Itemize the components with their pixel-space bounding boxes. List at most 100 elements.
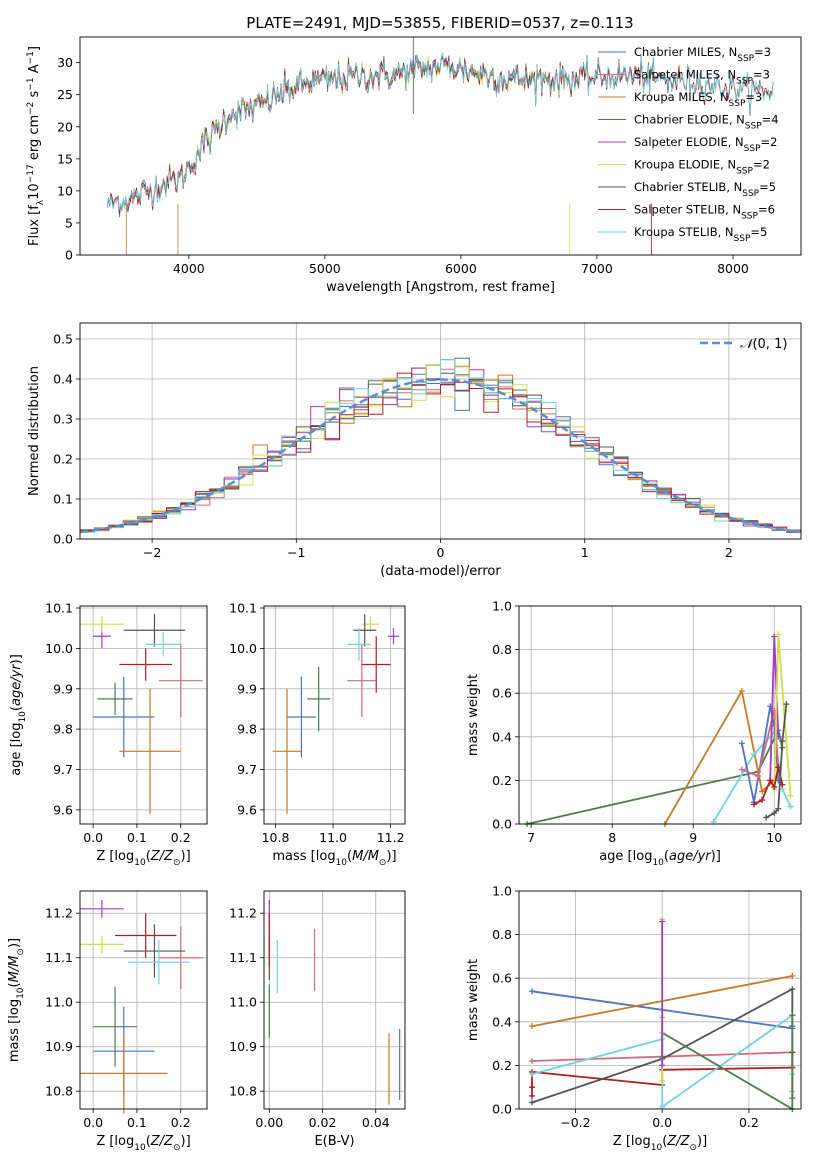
weight-point-marker (779, 738, 786, 745)
y-tick-label: 0.5 (53, 332, 73, 347)
y-tick-label: 9.7 (53, 762, 73, 777)
y-axis-label: mass [log10(M/M⊙)] (7, 938, 26, 1062)
weight-point-marker (789, 973, 796, 980)
weight-point-marker (775, 805, 782, 812)
x-tick-label: 10 (766, 830, 782, 845)
weight-point-marker (789, 986, 796, 993)
legend-entry: Salpeter ELODIE, NSSP=2 (634, 135, 777, 154)
x-tick-label: 0.00 (255, 1115, 283, 1130)
y-tick-label: 9.6 (237, 802, 257, 817)
weight-point-marker (529, 1058, 536, 1065)
weight-point-marker (771, 810, 778, 817)
x-tick-label: 6000 (445, 261, 477, 276)
x-tick-label: 9 (689, 830, 697, 845)
y-tick-label: 11.2 (229, 906, 257, 921)
y-tick-label: 9.7 (237, 762, 257, 777)
y-tick-label: 0.2 (492, 1058, 512, 1073)
y-tick-label: 0.6 (492, 686, 512, 701)
y-tick-label: 0.0 (492, 1102, 512, 1117)
x-tick-label: 0.2 (739, 1115, 759, 1130)
weight-point-marker (755, 773, 762, 780)
y-tick-label: 11.1 (229, 950, 257, 965)
y-tick-label: 0.3 (53, 412, 73, 427)
x-axis-label: wavelength [Angstrom, rest frame] (326, 280, 555, 295)
x-tick-label: 8 (608, 830, 616, 845)
y-tick-label: 0.6 (492, 971, 512, 986)
x-tick-label: 0.0 (83, 1115, 103, 1130)
x-axis-label: (data-model)/error (380, 564, 501, 579)
weight-point-marker (659, 1077, 666, 1084)
y-tick-label: 10 (57, 183, 73, 198)
plot-frame (518, 890, 802, 1110)
legend-entry: Salpeter STELIB, NSSP=6 (634, 203, 775, 222)
weight-point-marker (759, 797, 766, 804)
x-tick-label: −0.2 (560, 1115, 590, 1130)
mass-vs-extinction-panel: 0.00 0.02 0.04 10.8 10.9 11.0 11.1 11.2 E(B-V) (229, 890, 406, 1149)
weight-point-marker (759, 788, 766, 795)
age-vs-mass-panel: 10.8 11.0 11.2 9.6 9.7 9.8 9.9 10.0 10.1 mass [lo… (229, 601, 406, 868)
x-tick-label: 0.0 (652, 1115, 672, 1130)
x-tick-label: 0.1 (127, 1115, 147, 1130)
y-tick-label: 0.8 (492, 927, 512, 942)
y-axis-label: mass weight (466, 674, 481, 756)
weight-point-marker (529, 1099, 536, 1106)
legend-entry: Kroupa ELODIE, NSSP=2 (634, 158, 770, 177)
legend-entry: Chabrier ELODIE, NSSP=4 (634, 113, 779, 132)
weight-point-marker (771, 633, 778, 640)
weight-point-marker (751, 751, 757, 758)
weight-vs-age-panel: 7 8 9 10 0.0 0.2 0.4 0.6 0.8 1.0 age [log10(age/yr… (466, 599, 802, 868)
legend-entry: Salpeter MILES, NSSP=3 (634, 68, 770, 87)
histogram-series (80, 359, 801, 533)
weight-point-marker (787, 803, 794, 810)
y-tick-label: 0.2 (53, 452, 73, 467)
y-tick-label: 11.0 (229, 995, 257, 1010)
y-tick-label: 20 (57, 119, 73, 134)
y-tick-label: 10.9 (45, 1039, 73, 1054)
y-tick-label: 11.0 (45, 995, 73, 1010)
x-tick-label: 11.2 (377, 830, 405, 845)
y-tick-label: 10.1 (229, 601, 257, 616)
x-tick-label: 5000 (309, 261, 341, 276)
plot-frame (518, 605, 802, 825)
weight-series-line (753, 767, 784, 806)
x-tick-label: 0.2 (171, 1115, 191, 1130)
y-tick-label: 0.2 (492, 773, 512, 788)
y-tick-label: 25 (57, 87, 73, 102)
weight-point-marker (767, 777, 774, 784)
x-tick-label: 0.0 (83, 830, 103, 845)
plot-frame (79, 605, 208, 825)
x-tick-label: 7000 (581, 261, 613, 276)
x-tick-label: 0.04 (362, 1115, 390, 1130)
x-tick-label: −2 (143, 545, 161, 560)
weight-point-marker (659, 918, 666, 925)
y-tick-label: 0.1 (53, 492, 73, 507)
weight-point-marker (529, 1071, 536, 1078)
y-tick-label: 9.8 (53, 722, 73, 737)
weight-series-line (664, 688, 775, 825)
weight-point-marker (738, 740, 745, 747)
plot-frame (263, 890, 406, 1110)
y-tick-label: 15 (57, 151, 73, 166)
y-tick-label: 0 (65, 248, 73, 263)
weight-point-marker (529, 1084, 536, 1091)
y-tick-label: 11.1 (45, 950, 73, 965)
spectrum-series-line (106, 52, 774, 211)
x-axis-label: age [log10(age/yr)] (599, 849, 721, 868)
y-tick-label: 0.8 (492, 642, 512, 657)
plot-frame (79, 36, 802, 256)
weight-series-line (526, 727, 784, 825)
legend-entry: 𝒩(0, 1) (740, 337, 787, 352)
y-tick-label: 5 (65, 215, 73, 230)
y-tick-label: 0.4 (492, 729, 512, 744)
legend-entry: Chabrier MILES, NSSP=3 (634, 45, 771, 64)
weight-point-marker (775, 631, 782, 638)
y-tick-label: 30 (57, 55, 73, 70)
y-tick-label: 1.0 (492, 599, 512, 614)
weight-point-marker (783, 701, 790, 708)
x-axis-label: Z [log10(Z/Z⊙)] (96, 849, 190, 868)
x-tick-label: 0.2 (171, 830, 191, 845)
weight-point-marker (738, 688, 745, 695)
x-tick-label: 1 (581, 545, 589, 560)
figure-title: PLATE=2491, MJD=53855, FIBERID=0537, z=0… (246, 14, 633, 32)
